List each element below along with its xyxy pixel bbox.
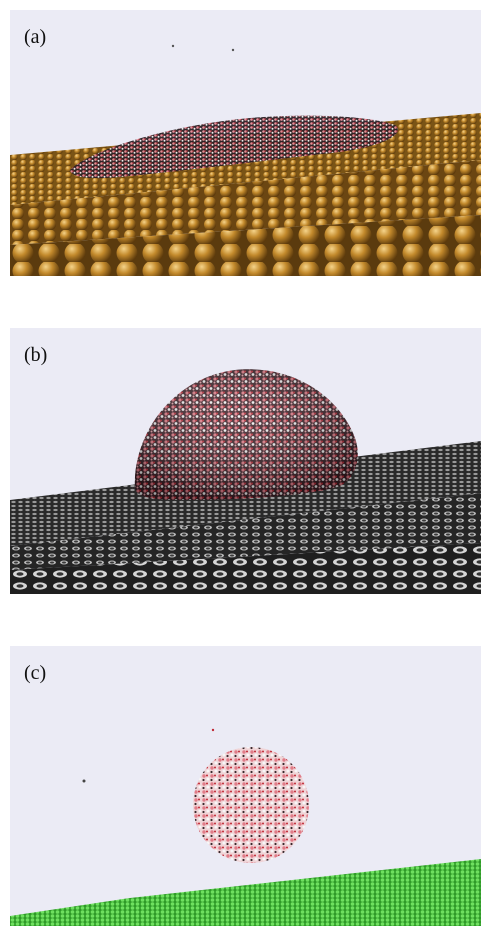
stray-molecule: [171, 44, 175, 48]
panel-b-scene: [10, 369, 481, 594]
stray-molecule: [231, 48, 235, 52]
graphite-surface-near: [10, 543, 481, 594]
water-film: [70, 115, 398, 179]
droplet-shading: [134, 369, 358, 500]
panel-b-water-droplet-on-graphite: (b): [10, 328, 481, 594]
graphite-surface-mid: [10, 493, 481, 570]
water-sphere: [193, 747, 309, 863]
stray-molecule: [211, 728, 215, 732]
panel-c-scene: [10, 728, 481, 926]
panel-a-scene: [10, 44, 481, 276]
panel-a-water-film-on-gold: (a): [10, 10, 481, 276]
gold-surface-near: [10, 215, 481, 276]
gold-surface-mid: [10, 160, 481, 245]
stray-molecule: [82, 779, 86, 783]
panel-a-label: (a): [24, 26, 47, 48]
panel-b-label: (b): [24, 344, 48, 366]
green-surface: [10, 859, 481, 926]
panel-c-water-sphere-above-surface: (c): [10, 646, 481, 926]
panel-c-label: (c): [24, 662, 47, 684]
